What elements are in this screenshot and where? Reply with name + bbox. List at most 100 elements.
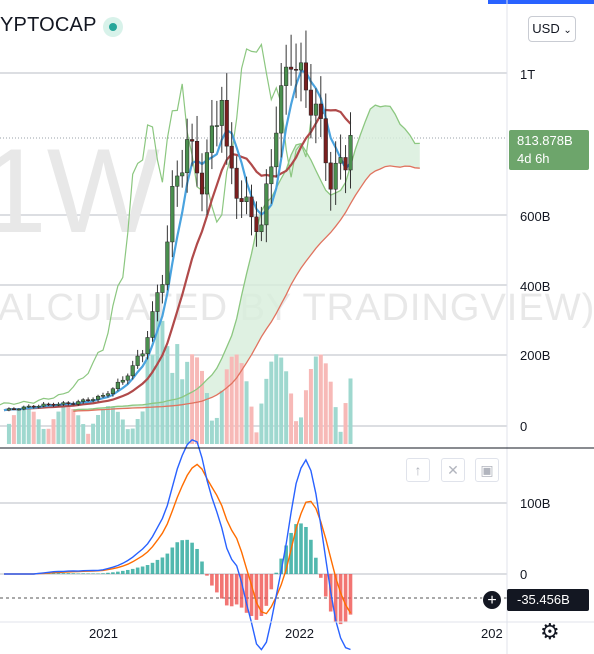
close-icon[interactable]: ✕ (441, 458, 465, 482)
candle-body (81, 399, 86, 402)
candle-body (274, 132, 279, 168)
macd-pane (4, 438, 353, 651)
candle-body (249, 196, 254, 218)
macd-histogram-bar (279, 558, 283, 574)
macd-histogram-bar (125, 569, 130, 574)
macd-histogram-bar (254, 574, 259, 620)
macd-histogram-bar (51, 573, 56, 574)
candle-body (323, 118, 328, 164)
candle-body (259, 224, 264, 233)
candle-body (199, 172, 205, 195)
candle-body (125, 375, 130, 381)
candle-body (26, 405, 31, 408)
candle-body (313, 103, 318, 116)
candle-body (333, 162, 338, 190)
add-alert-plus-icon[interactable]: + (482, 590, 502, 610)
volume-bar (160, 320, 165, 444)
candle-body (298, 62, 304, 71)
ichimoku-cloud (73, 105, 420, 412)
arrow-up-icon[interactable]: ↑ (406, 458, 430, 482)
macd-histogram-bar (299, 523, 303, 574)
price-axis-label: 600B (520, 209, 550, 224)
leading-span-b (73, 165, 420, 413)
volume-bar (110, 407, 115, 444)
macd-histogram-bar (309, 539, 313, 574)
candle-body (343, 157, 348, 171)
candle-body (56, 403, 61, 406)
candle-body (6, 408, 11, 411)
watermark-interval: 1W (0, 124, 160, 258)
macd-histogram-bar (185, 539, 189, 574)
candle-body (135, 355, 140, 366)
volume-bar (254, 432, 259, 444)
candle-body (71, 403, 76, 405)
macd-histogram-bar (180, 540, 184, 574)
volume-bar (51, 419, 56, 444)
volume-bar (36, 419, 41, 444)
volume-bar (264, 378, 269, 444)
volume-bar (96, 414, 101, 444)
candle-body (279, 85, 284, 134)
volume-bar (105, 406, 110, 444)
currency-label: USD (532, 21, 560, 36)
cloud-fill (73, 105, 420, 412)
candle-body (303, 62, 308, 91)
volume-bar (200, 370, 204, 444)
macd-histogram-bar (96, 573, 100, 574)
volume-bar (259, 403, 264, 444)
candle-body (86, 399, 91, 401)
currency-select[interactable]: USD ⌄ (528, 16, 576, 42)
candle-body (91, 399, 96, 401)
macd-histogram-bar (195, 548, 199, 574)
candle-body (16, 408, 21, 411)
macd-histogram-bar (304, 526, 308, 574)
candle-body (254, 216, 259, 233)
volume-bar (175, 344, 180, 444)
volume-bars (6, 302, 353, 444)
candle-body (229, 145, 234, 169)
macd-histogram-bar (71, 573, 76, 574)
signal-line (4, 463, 352, 615)
volume-bar (239, 363, 244, 444)
candle-body (294, 69, 299, 71)
volume-bar (244, 381, 249, 444)
market-status-icon[interactable] (103, 17, 123, 37)
volume-bar (11, 415, 16, 444)
candle-body (155, 292, 160, 312)
candle-body (96, 395, 101, 400)
candle-body (219, 99, 224, 126)
maximize-icon[interactable]: ▣ (475, 458, 499, 482)
macd-histogram-bar (249, 574, 254, 616)
macd-axis-label: 0 (520, 567, 527, 582)
candle-body (66, 402, 71, 404)
volume-bar (229, 356, 234, 444)
volume-bar (219, 390, 224, 444)
symbol-title[interactable]: YPTOCAP (0, 14, 97, 36)
volume-bar (150, 354, 155, 444)
macd-histogram-bar (66, 573, 71, 574)
macd-histogram-bar (269, 574, 274, 590)
last-price-label: 813.878B 4d 6h (509, 130, 589, 170)
volume-bar (21, 406, 26, 444)
volume-bar (16, 408, 21, 444)
macd-histogram-bar (284, 545, 288, 574)
macd-histogram-bar (259, 574, 264, 616)
volume-bar (234, 354, 239, 444)
volume-bar (195, 357, 200, 444)
candle-body (110, 388, 115, 394)
volume-bar (274, 354, 279, 444)
macd-histogram-bar (116, 571, 120, 574)
price-axis-label: 1T (520, 67, 535, 82)
gear-icon[interactable]: ⚙ (540, 619, 560, 644)
volume-bar (165, 346, 170, 444)
macd-histogram-bar (215, 574, 219, 593)
candle-body (130, 365, 135, 377)
candle-body (244, 196, 249, 202)
volume-bar (145, 356, 150, 444)
volume-bar (209, 420, 214, 444)
macd-histogram-bar (190, 542, 194, 574)
volume-bar (185, 361, 190, 444)
volume-bar (76, 415, 81, 444)
time-axis-label: 2022 (285, 626, 314, 641)
